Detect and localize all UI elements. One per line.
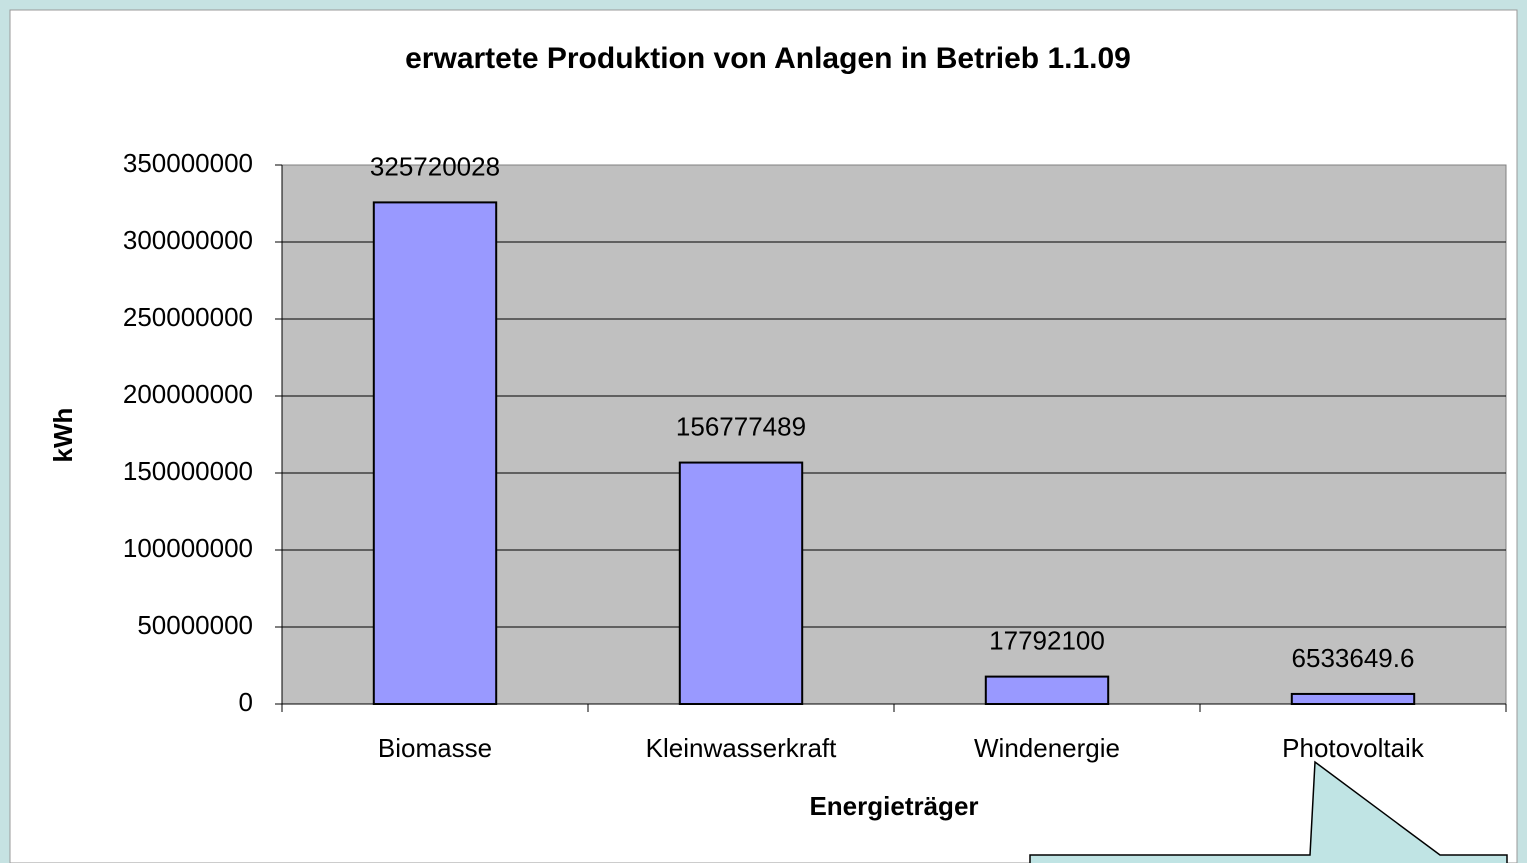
x-tick-label: Windenergie xyxy=(974,733,1120,763)
x-tick-label: Biomasse xyxy=(378,733,492,763)
y-tick-label: 100000000 xyxy=(123,533,253,563)
callout xyxy=(1029,760,1508,863)
x-tick-label: Kleinwasserkraft xyxy=(646,733,838,763)
bar xyxy=(372,201,498,706)
y-tick-label: 50000000 xyxy=(137,610,253,640)
y-tick-label: 200000000 xyxy=(123,379,253,409)
y-tick-label: 150000000 xyxy=(123,456,253,486)
bar xyxy=(1290,692,1416,705)
x-axis-title: Energieträger xyxy=(809,791,978,821)
y-tick-label: 250000000 xyxy=(123,302,253,332)
chart-title: erwartete Produktion von Anlagen in Betr… xyxy=(405,42,1131,75)
callout-shape xyxy=(1029,760,1508,863)
data-label: 156777489 xyxy=(676,411,806,441)
data-label: 6533649.6 xyxy=(1292,643,1415,673)
bar xyxy=(678,461,804,705)
y-tick-label: 350000000 xyxy=(123,148,253,178)
bar xyxy=(984,675,1110,705)
y-tick-label: 300000000 xyxy=(123,225,253,255)
y-axis-title: kWh xyxy=(48,408,78,463)
data-label: 325720028 xyxy=(370,151,500,181)
y-tick-label: 0 xyxy=(239,687,253,717)
data-label: 17792100 xyxy=(989,625,1105,655)
x-tick-label: Photovoltaik xyxy=(1282,733,1425,763)
